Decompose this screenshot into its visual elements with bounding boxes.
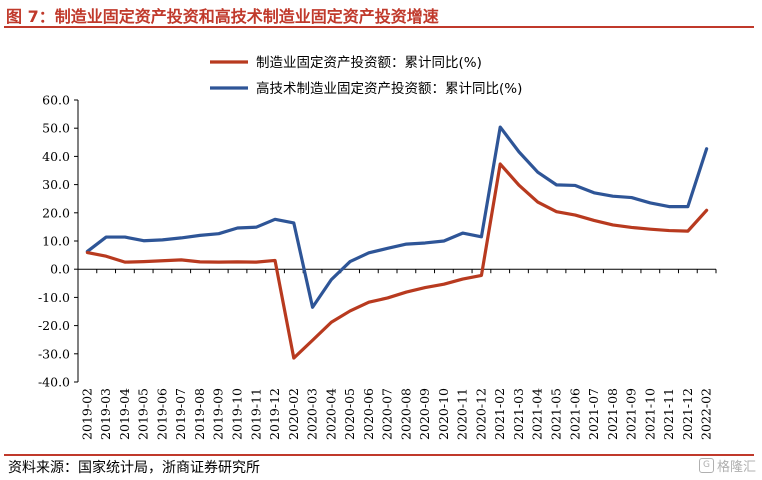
- x-tick-label: 2019-06: [154, 388, 169, 440]
- x-tick-label: 2019-09: [211, 388, 226, 440]
- x-tick-label: 2021-09: [624, 388, 639, 440]
- x-tick-label: 2021-04: [530, 388, 545, 440]
- x-tick-label: 2019-04: [117, 388, 132, 440]
- x-tick-label: 2020-12: [473, 388, 488, 440]
- x-tick-label: 2021-12: [680, 388, 695, 440]
- x-tick-label: 2019-07: [173, 388, 188, 440]
- y-tick-label: 50.0: [42, 121, 70, 136]
- y-tick-label: 10.0: [42, 234, 70, 249]
- x-tick-label: 2021-10: [642, 388, 657, 440]
- series-line: [85, 125, 709, 309]
- x-tick-label: 2019-05: [136, 388, 151, 440]
- watermark-logo-icon: G: [698, 458, 714, 473]
- legend-label: 高技术制造业固定资产投资额：累计同比(%): [256, 80, 522, 97]
- x-tick-label: 2020-08: [398, 388, 413, 440]
- y-tick-label: -20.0: [38, 318, 70, 333]
- x-tick-label: 2019-03: [98, 388, 113, 440]
- x-tick-label: 2022-02: [699, 388, 714, 440]
- chart-title: 图 7：制造业固定资产投资和高技术制造业固定资产投资增速: [6, 7, 439, 26]
- x-tick-label: 2021-11: [661, 388, 676, 440]
- footer-rule: [4, 454, 754, 456]
- x-tick-label: 2021-02: [492, 388, 507, 440]
- x-tick-label: 2020-02: [286, 388, 301, 440]
- x-tick-label: 2020-07: [380, 388, 395, 440]
- x-tick-label: 2020-04: [323, 388, 338, 440]
- x-tick-label: 2019-02: [79, 388, 94, 440]
- x-tick-label: 2020-05: [342, 388, 357, 440]
- x-tick-label: 2021-07: [586, 388, 601, 440]
- x-tick-label: 2021-05: [549, 388, 564, 440]
- x-tick-label: 2021-03: [511, 388, 526, 440]
- series-lines: [85, 125, 709, 360]
- y-axis: -40.0 -30.0 -20.0 -10.0 0.0 10.0 20.0 30.0 40.0 5…: [38, 93, 79, 390]
- legend-label: 制造业固定资产投资额：累计同比(%): [256, 55, 482, 71]
- x-tick-label: 2019-10: [230, 388, 245, 440]
- y-tick-label: -10.0: [38, 290, 70, 305]
- x-tick-label: 2019-11: [248, 388, 263, 440]
- x-tick-label: 2020-06: [361, 388, 376, 440]
- x-tick-label: 2020-10: [436, 388, 451, 440]
- legend: 制造业固定资产投资额：累计同比(%) 高技术制造业固定资产投资额：累计同比(%): [210, 55, 522, 97]
- x-tick-label: 2020-09: [417, 388, 432, 440]
- line-chart: 制造业固定资产投资额：累计同比(%)高技术制造业固定资产投资额：累计同比(%) …: [38, 55, 717, 440]
- x-axis: 2019-02 2019-03 2019-04 2019-05 2019-06 2019-…: [77, 268, 717, 440]
- x-tick-label: 2019-12: [267, 388, 282, 440]
- title-rule: [4, 26, 754, 28]
- y-tick-label: 60.0: [42, 93, 70, 108]
- x-tick-label: 2021-06: [567, 388, 582, 440]
- series-line: [85, 162, 709, 360]
- x-tick-label: 2019-08: [192, 388, 207, 440]
- watermark-text: 格隆汇: [716, 460, 756, 475]
- y-tick-label: 30.0: [42, 177, 70, 192]
- x-tick-label: 2020-11: [455, 388, 470, 440]
- y-tick-label: 40.0: [42, 149, 70, 164]
- x-tick-label: 2021-08: [605, 388, 620, 440]
- y-tick-label: 0.0: [50, 262, 70, 277]
- x-tick-label: 2020-03: [305, 388, 320, 440]
- watermark: G 格隆汇: [698, 456, 756, 475]
- y-tick-label: -30.0: [38, 346, 70, 361]
- y-tick-label: -40.0: [38, 375, 70, 390]
- y-tick-label: 20.0: [42, 205, 70, 220]
- source-note: 资料来源：国家统计局，浙商证券研究所: [8, 460, 260, 476]
